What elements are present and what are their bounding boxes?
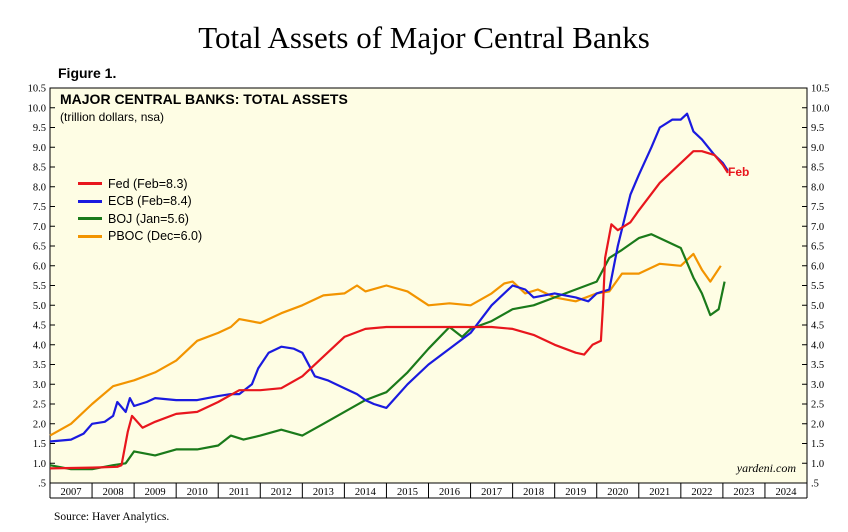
y-tick-label-right: 10.5: [811, 84, 829, 95]
y-tick-label-right: 6.0: [811, 261, 824, 272]
legend-label-ecb: ECB (Feb=8.4): [108, 194, 192, 209]
x-tick-label: 2013: [313, 487, 334, 498]
page-title: Total Assets of Major Central Banks: [198, 20, 650, 55]
y-tick-label-left: 10.0: [28, 103, 46, 114]
y-tick-label-right: 8.0: [811, 182, 824, 193]
x-tick-label: 2022: [691, 487, 712, 498]
y-tick-label-left: 4.5: [33, 321, 46, 332]
x-tick-label: 2008: [103, 487, 124, 498]
y-tick-label-left: 3.5: [33, 360, 46, 371]
y-tick-label-right: 2.5: [811, 400, 824, 411]
x-tick-label: 2021: [649, 487, 670, 498]
y-tick-label-right: 6.5: [811, 242, 824, 253]
y-tick-label-left: 1.5: [33, 439, 46, 450]
y-tick-label-left: 3.0: [33, 380, 46, 391]
legend-label-fed: Fed (Feb=8.3): [108, 176, 188, 191]
x-tick-label: 2010: [187, 487, 208, 498]
y-tick-label-right: 3.5: [811, 360, 824, 371]
y-tick-label-left: 4.0: [33, 340, 46, 351]
series-layer: [49, 112, 729, 471]
series-line-pboc: [49, 252, 722, 437]
x-tick-label: 2016: [439, 487, 460, 498]
y-tick-label-right: 3.0: [811, 380, 824, 391]
x-tick-label: 2020: [607, 487, 628, 498]
y-tick-label-left: 5.5: [33, 281, 46, 292]
y-tick-label-right: 4.5: [811, 321, 824, 332]
x-tick-label: 2011: [229, 487, 250, 498]
y-tick-label-right: 1.5: [811, 439, 824, 450]
series-line-fed: [49, 150, 729, 470]
y-tick-label-left: 9.5: [33, 123, 46, 134]
x-tick-label: 2024: [775, 487, 797, 498]
y-tick-label-right: 5.0: [811, 301, 824, 312]
y-tick-label-left: 8.0: [33, 182, 46, 193]
y-tick-label-right: 9.5: [811, 123, 824, 134]
legend-swatch-ecb: [78, 199, 102, 203]
y-tick-label-right: 5.5: [811, 281, 824, 292]
y-tick-label-left: 2.5: [33, 400, 46, 411]
y-tick-label-left: 1.0: [33, 459, 46, 470]
end-label: Feb: [728, 165, 750, 179]
legend-item-ecb: ECB (Feb=8.4): [78, 193, 202, 211]
x-tick-label: 2007: [61, 487, 82, 498]
y-tick-label-left: 7.5: [33, 202, 46, 213]
y-tick-label-left: .5: [38, 479, 46, 490]
series-line-boj: [49, 233, 726, 471]
x-tick-label: 2009: [145, 487, 166, 498]
legend: Fed (Feb=8.3) ECB (Feb=8.4) BOJ (Jan=5.6…: [78, 175, 202, 245]
y-tick-label-right: 2.0: [811, 419, 824, 430]
legend-label-pboc: PBOC (Dec=6.0): [108, 229, 203, 244]
legend-swatch-fed: [78, 182, 102, 186]
source-note: Source: Haver Analytics.: [54, 511, 170, 523]
x-tick-label: 2012: [271, 487, 292, 498]
x-tick-label: 2019: [565, 487, 586, 498]
y-tick-label-left: 9.0: [33, 143, 46, 154]
legend-swatch-boj: [78, 217, 102, 221]
x-tick-label: 2023: [733, 487, 754, 498]
y-tick-label-right: 8.5: [811, 163, 824, 174]
y-tick-label-right: 10.0: [811, 103, 829, 114]
legend-item-pboc: PBOC (Dec=6.0): [78, 228, 202, 246]
y-tick-label-left: 10.5: [28, 84, 46, 95]
chart-subtitle: (trillion dollars, nsa): [60, 110, 165, 124]
legend-swatch-pboc: [78, 234, 102, 238]
plot-background: [49, 87, 808, 484]
y-tick-label-right: .5: [811, 479, 819, 490]
figure-label: Figure 1.: [58, 65, 117, 81]
y-tick-label-left: 5.0: [33, 301, 46, 312]
watermark: yardeni.com: [736, 461, 796, 475]
y-tick-label-right: 7.5: [811, 202, 824, 213]
chart-title: MAJOR CENTRAL BANKS: TOTAL ASSETS: [60, 91, 348, 107]
y-tick-label-right: 9.0: [811, 143, 824, 154]
x-tick-label: 2018: [523, 487, 544, 498]
legend-label-boj: BOJ (Jan=5.6): [108, 211, 189, 226]
x-tick-label: 2015: [397, 487, 418, 498]
y-tick-label-left: 7.0: [33, 222, 46, 233]
y-tick-label-left: 8.5: [33, 163, 46, 174]
y-tick-label-right: 4.0: [811, 340, 824, 351]
y-tick-label-left: 6.5: [33, 242, 46, 253]
series-line-ecb: [49, 112, 729, 443]
axis-layer: .5 .5 1.0 1.0 1.5 1.5 2.0 2.0 2.5 2.5 3.0 3.0 3.5 3.5…: [28, 84, 829, 499]
y-tick-label-left: 6.0: [33, 261, 46, 272]
x-tick-label: 2014: [355, 487, 377, 498]
y-tick-label-left: 2.0: [33, 419, 46, 430]
legend-item-fed: Fed (Feb=8.3): [78, 175, 202, 193]
y-tick-label-right: 1.0: [811, 459, 824, 470]
legend-item-boj: BOJ (Jan=5.6): [78, 210, 202, 228]
x-tick-label: 2017: [481, 487, 502, 498]
y-tick-label-right: 7.0: [811, 222, 824, 233]
